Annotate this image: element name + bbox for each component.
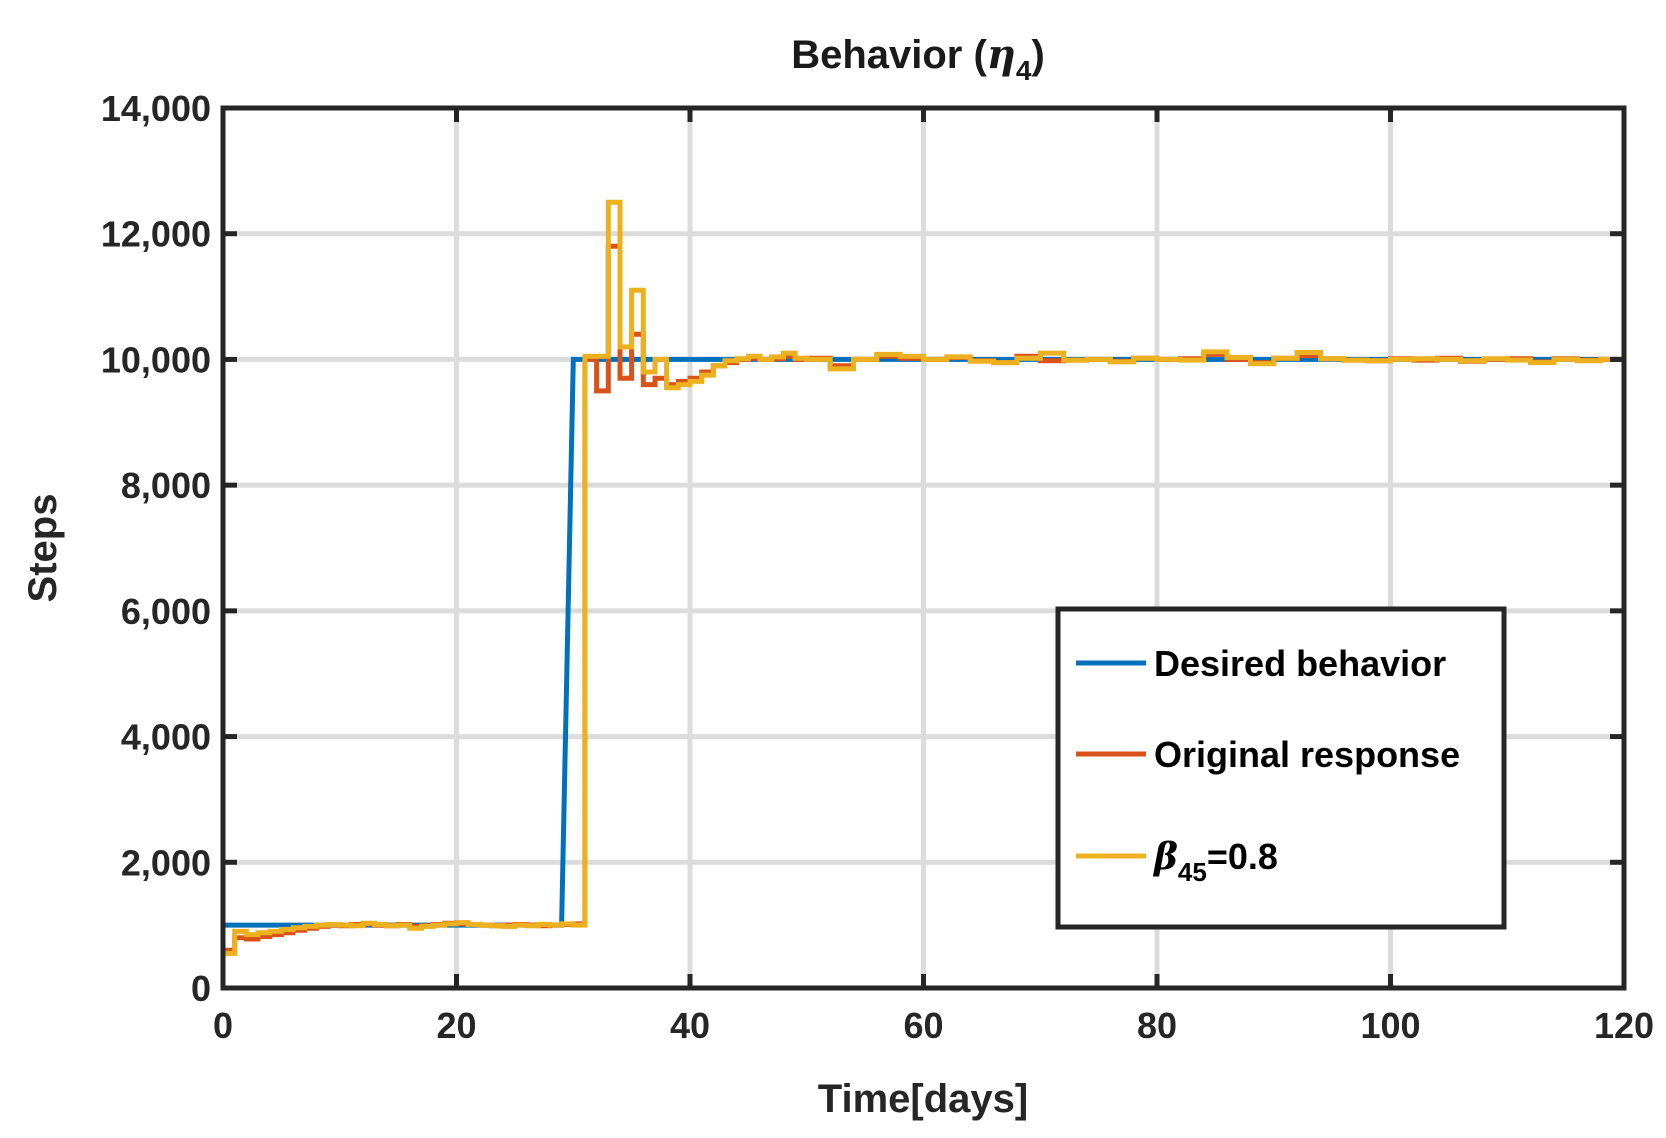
y-tick-label: 10,000 bbox=[101, 339, 211, 380]
plot-area bbox=[223, 199, 1627, 956]
legend-label-original: Original response bbox=[1154, 734, 1460, 775]
y-tick-label: 0 bbox=[191, 968, 211, 1009]
y-tick-label: 8,000 bbox=[121, 465, 211, 506]
y-tick-label: 12,000 bbox=[101, 214, 211, 255]
chart-title: Behavior (η4) bbox=[791, 31, 1045, 86]
x-tick-label: 40 bbox=[670, 1005, 710, 1046]
x-tick-label: 100 bbox=[1360, 1005, 1420, 1046]
gridlines bbox=[223, 108, 1624, 988]
x-tick-label: 60 bbox=[903, 1005, 943, 1046]
legend: Desired behavior Original response β45=0… bbox=[1055, 606, 1507, 930]
x-axis-label: Time[days] bbox=[818, 1077, 1028, 1121]
x-tick-label: 120 bbox=[1594, 1005, 1654, 1046]
legend-label-desired: Desired behavior bbox=[1154, 643, 1446, 684]
y-tick-label: 6,000 bbox=[121, 591, 211, 632]
x-tick-label: 0 bbox=[213, 1005, 233, 1046]
y-axis-label: Steps bbox=[21, 494, 65, 603]
y-tick-label: 14,000 bbox=[101, 88, 211, 129]
legend-label-beta: β45=0.8 bbox=[1152, 836, 1278, 887]
y-tick-label: 4,000 bbox=[121, 717, 211, 758]
x-tick-label: 80 bbox=[1137, 1005, 1177, 1046]
axis-ticks: 0 20 40 60 80 100 120 0 2,000 4,000 6,000 8,000 10,0… bbox=[101, 88, 1654, 1046]
series-line-beta bbox=[223, 199, 1627, 956]
x-tick-label: 20 bbox=[436, 1005, 476, 1046]
y-tick-label: 2,000 bbox=[121, 842, 211, 883]
